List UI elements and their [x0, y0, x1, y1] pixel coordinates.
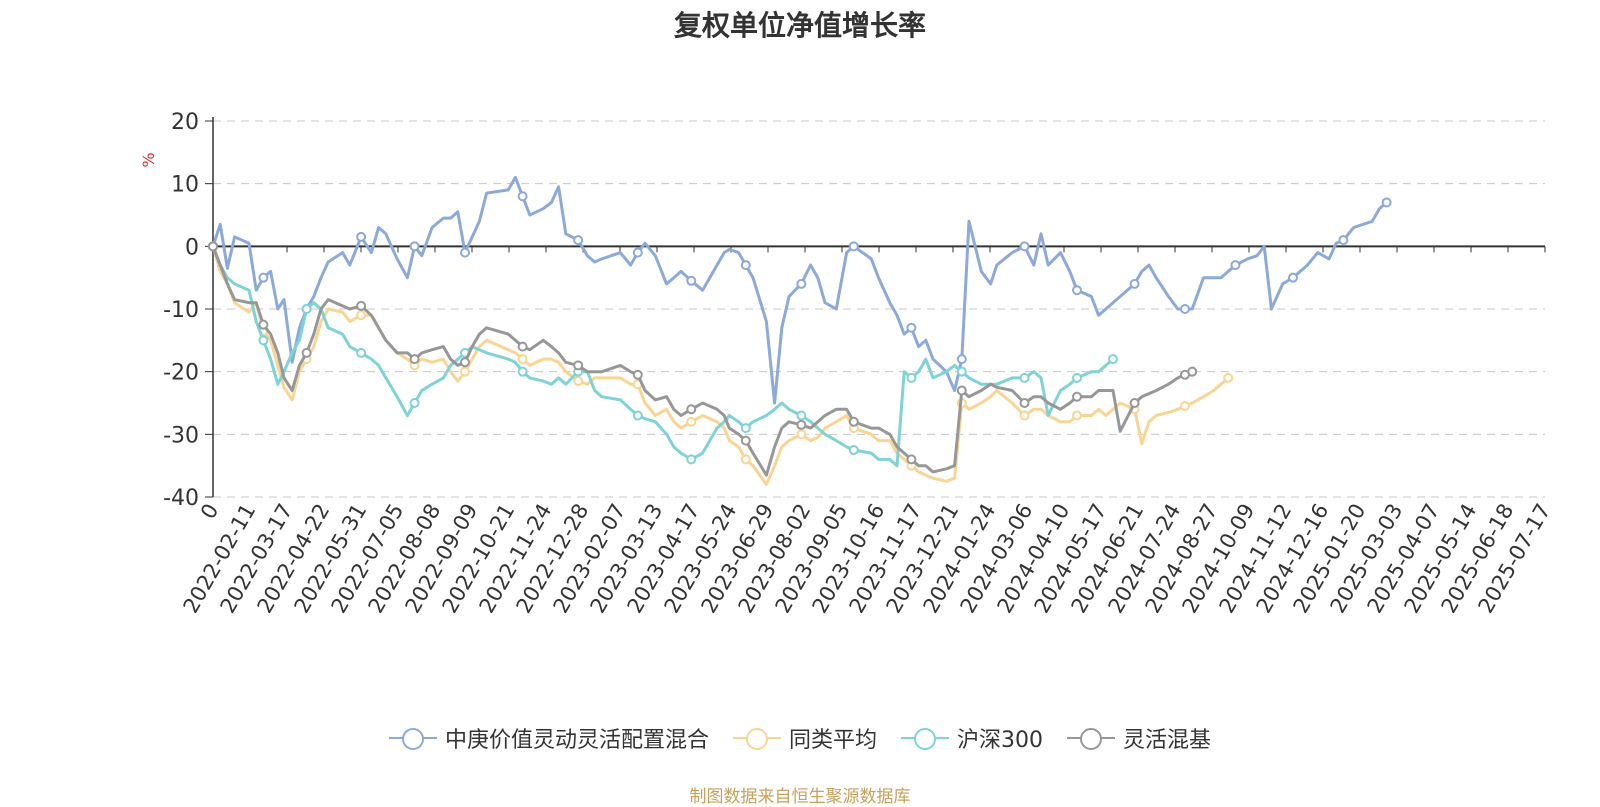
data-point — [906, 372, 917, 383]
data-point — [301, 304, 312, 314]
legend: 中庚价值灵动灵活配置混合 同类平均 沪深300 灵活混基 — [0, 722, 1600, 754]
legend-label: 灵活混基 — [1123, 728, 1212, 753]
series-line-1 — [211, 245, 1230, 486]
data-point — [956, 366, 967, 377]
y-tick-label: 20 — [171, 110, 199, 135]
legend-label: 同类平均 — [788, 728, 877, 753]
y-tick-label: -20 — [163, 361, 199, 386]
data-point — [409, 398, 420, 408]
data-point — [460, 247, 470, 258]
data-point — [1019, 241, 1030, 252]
data-point — [848, 416, 859, 427]
data-point — [517, 341, 528, 352]
data-point — [740, 454, 751, 465]
data-point — [356, 231, 367, 242]
data-point — [356, 347, 367, 358]
gridlines — [213, 120, 1545, 498]
legend-label: 中庚价值灵动灵活配置混合 — [444, 728, 709, 753]
data-point — [632, 369, 643, 380]
data-point — [573, 360, 584, 371]
data-point — [1019, 398, 1030, 408]
data-point — [796, 278, 807, 289]
data-point — [1129, 278, 1140, 289]
data-point — [1381, 197, 1392, 208]
data-point — [517, 366, 528, 377]
data-point — [573, 235, 584, 246]
data-point — [686, 404, 697, 415]
data-point — [517, 191, 528, 202]
legend-item-3[interactable]: 灵活混基 — [1067, 722, 1211, 754]
y-axis-unit-label: % — [139, 152, 158, 167]
data-point — [1180, 304, 1190, 314]
legend-marker-icon — [1067, 728, 1115, 750]
x-tick-label: 0 — [196, 500, 223, 524]
data-point — [906, 454, 917, 465]
data-point — [409, 241, 420, 252]
data-point — [740, 423, 751, 434]
data-point — [460, 366, 470, 377]
data-point — [796, 419, 807, 430]
data-point — [1187, 366, 1198, 377]
series-lines — [208, 175, 1392, 486]
data-point — [848, 241, 859, 252]
data-point — [1338, 235, 1349, 246]
chart-title: 复权单位净值增长率 — [673, 9, 926, 42]
data-point — [632, 247, 643, 258]
data-point — [1230, 260, 1241, 271]
series-line-3 — [211, 245, 1193, 477]
data-point — [1223, 372, 1234, 383]
data-point — [258, 335, 269, 346]
y-tick-label: -40 — [163, 486, 199, 511]
data-point — [1288, 272, 1298, 283]
data-point — [1019, 372, 1030, 383]
legend-label: 沪深300 — [957, 728, 1043, 753]
data-point — [686, 454, 697, 465]
data-source-note: 制图数据来自恒生聚源数据库 — [689, 787, 911, 807]
data-point — [796, 410, 807, 421]
y-axis: 20 10 0 -10 -20 -30 -40 — [163, 110, 214, 511]
legend-item-0[interactable]: 中庚价值灵动灵活配置混合 — [388, 722, 709, 754]
data-point — [1072, 391, 1082, 402]
data-point — [956, 385, 967, 396]
data-point — [956, 354, 967, 365]
data-point — [1129, 398, 1140, 408]
data-point — [301, 347, 312, 358]
data-point — [208, 241, 218, 252]
data-point — [356, 300, 367, 311]
data-point — [1180, 401, 1190, 412]
legend-item-1[interactable]: 同类平均 — [732, 722, 877, 754]
data-point — [258, 272, 269, 283]
series-line-2 — [211, 245, 1114, 468]
data-point — [1072, 410, 1082, 421]
data-point — [906, 322, 917, 333]
data-point — [632, 410, 643, 421]
legend-marker-icon — [732, 728, 781, 750]
data-point — [740, 435, 751, 446]
data-point — [460, 357, 470, 368]
data-point — [409, 354, 420, 365]
legend-marker-icon — [388, 728, 437, 750]
y-tick-label: -30 — [163, 423, 199, 448]
data-point — [517, 354, 528, 365]
data-point — [1072, 285, 1082, 296]
data-point — [848, 445, 859, 455]
data-point — [356, 310, 367, 321]
data-point — [686, 416, 697, 427]
data-point — [258, 319, 269, 330]
y-tick-label: 10 — [171, 173, 199, 198]
data-point — [573, 376, 584, 387]
series-line-0 — [211, 175, 1388, 405]
data-point — [1072, 372, 1082, 383]
data-point — [1108, 354, 1118, 365]
y-tick-label: -10 — [163, 298, 199, 323]
data-point — [796, 429, 807, 440]
legend-item-2[interactable]: 沪深300 — [901, 722, 1043, 754]
data-point — [1019, 410, 1030, 421]
data-point — [686, 275, 697, 286]
legend-marker-icon — [901, 728, 949, 750]
data-point — [740, 260, 751, 271]
y-tick-label: 0 — [185, 235, 199, 260]
